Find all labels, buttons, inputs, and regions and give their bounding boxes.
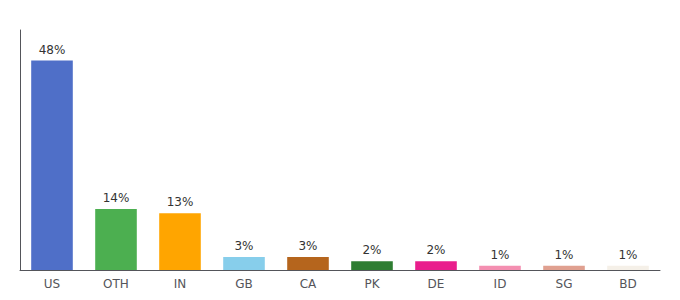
svg-text:GB: GB — [235, 277, 253, 291]
svg-text:2%: 2% — [362, 243, 381, 257]
svg-text:1%: 1% — [618, 248, 637, 262]
svg-text:1%: 1% — [490, 248, 509, 262]
svg-text:3%: 3% — [298, 239, 317, 253]
svg-text:13%: 13% — [167, 195, 194, 209]
svg-text:DE: DE — [428, 277, 445, 291]
svg-text:IN: IN — [174, 277, 187, 291]
svg-text:ID: ID — [494, 277, 507, 291]
svg-text:14%: 14% — [103, 191, 130, 205]
svg-text:PK: PK — [364, 277, 380, 291]
svg-text:OTH: OTH — [103, 277, 129, 291]
svg-text:3%: 3% — [234, 239, 253, 253]
svg-text:48%: 48% — [39, 43, 66, 57]
svg-text:SG: SG — [556, 277, 573, 291]
svg-text:1%: 1% — [554, 248, 573, 262]
svg-text:CA: CA — [300, 277, 317, 291]
svg-text:US: US — [44, 277, 60, 291]
svg-text:2%: 2% — [426, 243, 445, 257]
svg-text:BD: BD — [619, 277, 636, 291]
